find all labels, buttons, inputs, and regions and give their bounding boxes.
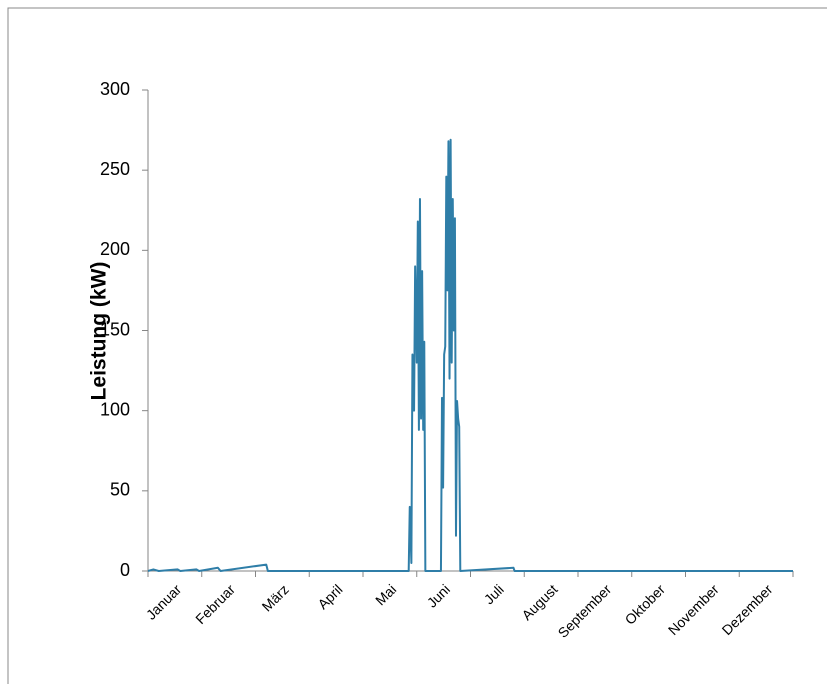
y-tick-label: 300 bbox=[100, 79, 130, 99]
y-tick-label: 150 bbox=[100, 319, 130, 339]
y-tick-label: 200 bbox=[100, 239, 130, 259]
y-tick-label: 100 bbox=[100, 399, 130, 419]
y-tick-label: 0 bbox=[120, 560, 130, 580]
data-line bbox=[147, 138, 793, 572]
y-tick-label: 50 bbox=[110, 480, 130, 500]
y-tick-label: 250 bbox=[100, 159, 130, 179]
y-axis-title: Leistung (kW) bbox=[88, 262, 111, 401]
